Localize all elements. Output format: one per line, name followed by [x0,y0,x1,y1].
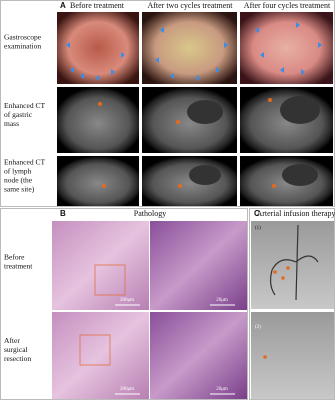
image-label: (2) [255,325,261,330]
endoscopy-image [57,12,139,84]
text-line: of lymph [4,166,32,175]
column-header: Before treatment [70,1,125,10]
angiography-image [251,312,334,399]
panel-letter: C [254,209,260,218]
row-label: Enhanced CT of lymph node (the same site) [4,157,45,193]
ct-image [57,156,139,206]
row-label: Enhanced CT of gastric mass [4,101,45,128]
text-line: treatment [4,261,33,270]
image-label: (1) [255,226,261,231]
endoscopy-image [142,12,237,84]
text-line: Gastroscope [4,32,42,41]
text-line: Enhanced CT [4,157,45,166]
panel-title: Pathology [134,209,166,218]
scale-bar-label: 200μm [120,387,134,392]
text-line: Before [4,252,25,261]
text-line: same site) [4,184,35,193]
image-grid [57,12,333,206]
histology-image [52,312,149,399]
text-line: examination [4,41,41,50]
scale-bar-label: 20μm [216,387,228,392]
angiography-image [251,221,334,309]
ct-image [57,87,139,153]
ct-image [142,87,237,153]
panel-title: Arterial infusion therapy [256,209,335,218]
histology-image [150,312,247,399]
scale-bar-label: 20μm [216,298,228,303]
panel-letter: B [60,209,66,218]
column-header: After two cycles treatment [147,1,233,10]
text-line: node (the [4,175,33,184]
text-line: resection [4,354,31,363]
histology-image [52,221,149,310]
text-line: mass [4,119,19,128]
endoscopy-image [240,12,333,84]
text-line: Enhanced CT [4,101,45,110]
text-line: of gastric [4,110,33,119]
row-label: After surgical resection [4,336,31,363]
text-line: surgical [4,345,28,354]
row-label: Before treatment [4,252,33,270]
text-line: After [4,336,20,345]
ct-image [142,156,237,206]
histology-image [150,221,247,310]
scale-bar-label: 200μm [120,298,134,303]
panel-letter: A [60,1,66,10]
column-header: After four cycles treatment [244,1,331,10]
row-label: Gastroscope examination [4,32,42,50]
